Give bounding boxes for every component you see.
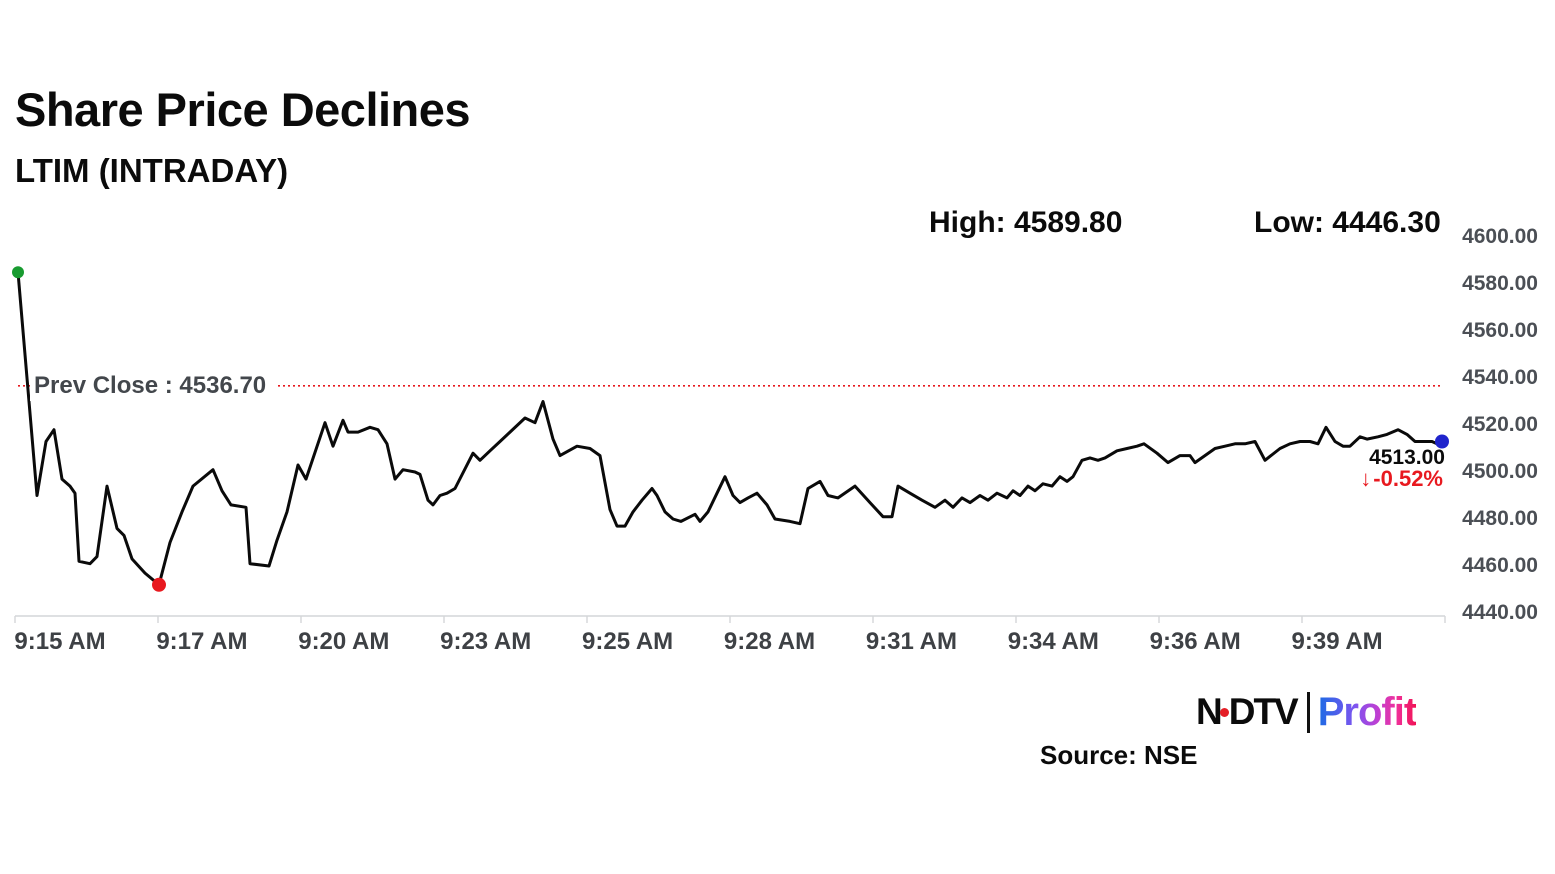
ndtv-logo-n: N [1196, 691, 1223, 732]
down-arrow-icon: ↓ [1360, 466, 1372, 491]
y-axis-tick-label: 4520.00 [1462, 413, 1538, 436]
x-axis-line [14, 615, 1446, 623]
x-axis-tick-label: 9:39 AM [1291, 628, 1383, 655]
x-axis-tick-label: 9:20 AM [298, 628, 390, 655]
logo-divider [1306, 691, 1310, 733]
y-axis-tick-label: 4480.00 [1462, 507, 1538, 530]
page-title: Share Price Declines [15, 83, 471, 136]
ndtv-logo-text: N DTV [1196, 691, 1299, 733]
price-line-chart [12, 266, 1449, 623]
y-axis-tick-label: 4580.00 [1462, 272, 1538, 295]
chart-subtitle: LTIM (INTRADAY) [15, 152, 289, 189]
x-axis-tick-label: 9:15 AM [14, 628, 106, 655]
x-axis-tick-label: 9:34 AM [1007, 628, 1099, 655]
ndtv-red-dot-icon [1219, 708, 1229, 717]
last-price-label: 4513.00 [1369, 446, 1445, 469]
high-value-label: High: 4589.80 [929, 206, 1123, 239]
x-axis-tick-label: 9:31 AM [865, 628, 957, 655]
ndtv-logo-dtv: DTV [1228, 691, 1299, 732]
x-axis-tick-label: 9:25 AM [582, 628, 674, 655]
open-marker-dot [12, 266, 24, 279]
low-marker-dot [152, 577, 166, 592]
change-percent: ↓-0.52% [1360, 466, 1443, 492]
x-axis-tick-label: 9:17 AM [156, 628, 248, 655]
profit-logo-text: Profit [1317, 689, 1417, 734]
x-axis-tick-label: 9:23 AM [440, 628, 532, 655]
low-value-label: Low: 4446.30 [1254, 206, 1441, 239]
y-axis-tick-label: 4560.00 [1462, 319, 1538, 342]
y-axis-tick-label: 4500.00 [1462, 460, 1538, 483]
y-axis-tick-label: 4460.00 [1462, 554, 1538, 577]
source-label: Source: NSE [1040, 740, 1198, 770]
y-axis-tick-label: 4600.00 [1462, 225, 1538, 248]
prev-close-label: Prev Close : 4536.70 [30, 370, 279, 401]
price-line [16, 270, 1444, 587]
x-axis-tick-label: 9:28 AM [723, 628, 816, 655]
ndtv-profit-logo: N DTV Profit [1196, 689, 1417, 735]
y-axis-tick-label: 4440.00 [1462, 601, 1538, 624]
last-marker-dot [1435, 434, 1449, 449]
x-axis-tick-label: 9:36 AM [1149, 628, 1241, 655]
change-percent-label: -0.52% [1373, 466, 1443, 491]
y-axis-tick-label: 4540.00 [1462, 366, 1538, 389]
